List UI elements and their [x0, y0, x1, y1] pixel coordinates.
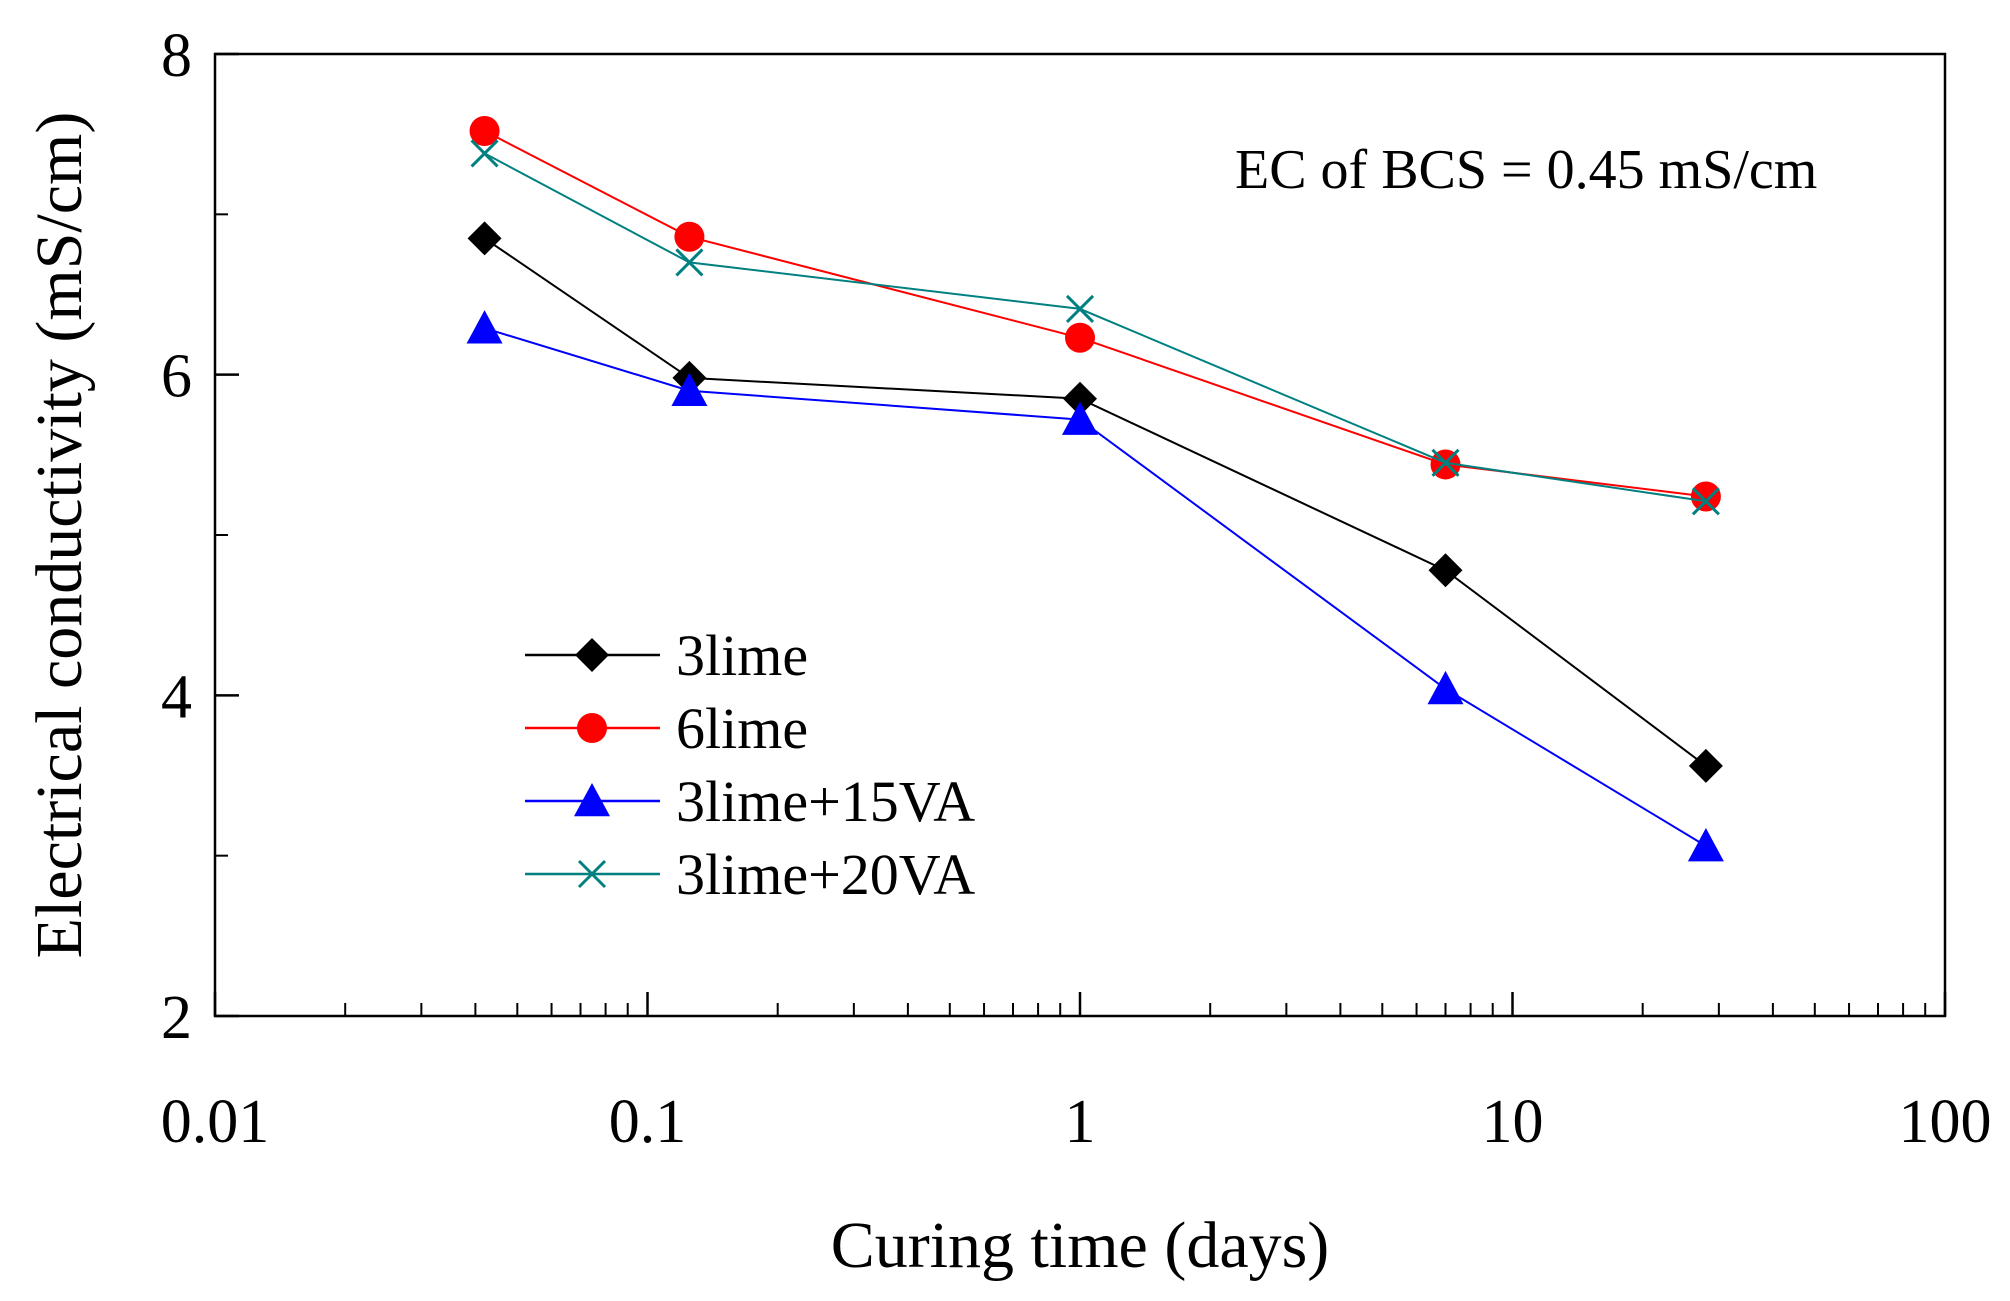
- legend-item-3lime-15va: 3lime+15VA: [525, 769, 975, 834]
- legend-label: 3lime+15VA: [676, 769, 975, 834]
- data-point-3lime-20va: [675, 248, 704, 277]
- series-line-3lime: [484, 237, 1707, 767]
- data-point-6lime: [1065, 322, 1095, 353]
- series-layer: [466, 115, 1724, 862]
- data-point-3lime-20va: [1431, 448, 1460, 477]
- data-point-3lime-15va: [1062, 401, 1098, 435]
- legend-label: 3lime: [676, 623, 808, 688]
- legend-marker: [577, 859, 607, 889]
- legend-label: 3lime+20VA: [676, 842, 975, 907]
- data-point-3lime-15va: [1427, 670, 1464, 705]
- data-point-3lime-20va: [1065, 294, 1095, 323]
- x-axis-title: Curing time (days): [831, 1209, 1330, 1282]
- y-tick-label: 2: [161, 984, 192, 1052]
- legend-marker: [575, 638, 609, 672]
- series-line-3lime-20va: [484, 152, 1707, 503]
- series-3lime-15va: [466, 310, 1724, 862]
- y-tick-label: 4: [161, 663, 192, 731]
- y-axis-title: Electrical conductivity (mS/cm): [23, 112, 96, 959]
- legend: 3lime 6lime 3lime+15VA 3lime+20VA: [525, 623, 975, 907]
- legend-item-3lime-20va: 3lime+20VA: [525, 842, 975, 907]
- data-point-6lime: [469, 115, 500, 146]
- x-tick-label: 100: [1899, 1088, 1992, 1156]
- data-point-3lime-20va: [1691, 487, 1720, 516]
- annotation-ec-bcs: EC of BCS = 0.45 mS/cm: [1235, 139, 1817, 201]
- legend-marker: [574, 783, 610, 817]
- data-point-3lime-15va: [1687, 828, 1724, 862]
- legend-label: 6lime: [676, 696, 808, 761]
- legend-item-3lime: 3lime: [525, 623, 808, 688]
- data-point-3lime: [467, 221, 502, 256]
- y-tick-label: 6: [161, 343, 192, 411]
- series-3lime-20va: [470, 139, 1720, 516]
- legend-marker: [577, 713, 607, 743]
- data-point-3lime: [1063, 381, 1097, 416]
- x-tick-label: 10: [1482, 1088, 1544, 1156]
- series-3lime: [467, 221, 1723, 783]
- data-point-3lime: [1688, 748, 1723, 783]
- x-tick-label: 1: [1065, 1088, 1096, 1156]
- x-tick-label: 0.01: [161, 1088, 270, 1156]
- x-tick-label: 0.1: [609, 1088, 687, 1156]
- y-tick-label: 8: [161, 22, 192, 90]
- data-point-3lime-15va: [466, 310, 503, 344]
- data-point-3lime: [1428, 553, 1463, 588]
- data-point-6lime: [674, 221, 705, 252]
- data-point-6lime: [1690, 481, 1721, 512]
- ticks-layer: 0.01 0.1 1 10 100 2 4 6 8: [161, 22, 1992, 1156]
- legend-item-6lime: 6lime: [525, 696, 808, 761]
- data-point-3lime-15va: [671, 372, 708, 406]
- data-point-3lime-20va: [470, 139, 499, 168]
